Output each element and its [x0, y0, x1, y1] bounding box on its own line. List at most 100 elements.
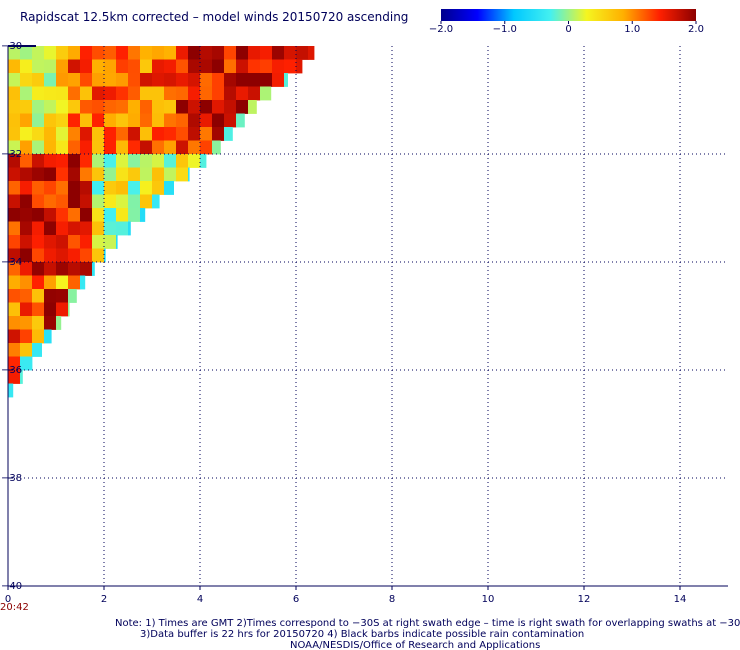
heatmap-cell	[176, 113, 189, 128]
heatmap-cell	[188, 167, 190, 182]
heatmap-cell	[68, 248, 81, 263]
heatmap-cell	[8, 127, 21, 141]
heatmap-cell	[188, 86, 201, 101]
heatmap-cell	[140, 100, 153, 114]
heatmap-cell	[32, 127, 45, 141]
heatmap-cell	[8, 262, 21, 276]
heatmap-cell	[152, 127, 165, 141]
heatmap-cell	[80, 208, 93, 222]
heatmap-cell	[104, 194, 117, 209]
heatmap-cell	[116, 73, 129, 87]
heatmap-cell	[8, 59, 21, 74]
x-tick-label: 4	[197, 594, 203, 605]
heatmap-cell	[176, 127, 189, 141]
heatmap-cell	[68, 181, 81, 195]
heatmap-cell	[92, 100, 105, 114]
axes: 0 2 4 6 8 10 12 14 −30 −32 −34 −36 −38 −40	[1, 41, 728, 605]
heatmap-cell	[80, 127, 93, 141]
heatmap-cell	[176, 86, 189, 101]
heatmap-cell	[68, 127, 81, 141]
heatmap-cell	[116, 235, 118, 249]
heatmap-cell	[164, 140, 177, 155]
heatmap-cell	[80, 46, 93, 60]
heatmap-cell	[104, 113, 117, 128]
heatmap-cell	[68, 262, 81, 276]
heatmap-cell	[44, 208, 57, 222]
heatmap-cell	[224, 127, 233, 141]
heatmap-cell	[20, 370, 23, 384]
heatmap-cell	[44, 329, 52, 344]
heatmap-cell	[104, 100, 117, 114]
colorbar-tick-label: −1.0	[493, 24, 517, 35]
heatmap-cell	[56, 181, 69, 195]
heatmap-cell	[32, 316, 45, 330]
heatmap-cell	[80, 86, 93, 101]
heatmap-cell	[92, 208, 105, 222]
heatmap-cell	[44, 59, 57, 74]
heatmap-cell	[128, 127, 141, 141]
heatmap-cell	[32, 46, 45, 60]
heatmap-cell	[140, 86, 153, 101]
heatmap-cell	[164, 127, 177, 141]
heatmap-cell	[212, 100, 225, 114]
heatmap-cell	[56, 59, 69, 74]
heatmap-cell	[8, 302, 21, 317]
heatmap-cell	[56, 167, 69, 182]
heatmap-cell	[44, 113, 57, 128]
heatmap-cell	[80, 167, 93, 182]
heatmap-cell	[200, 100, 213, 114]
heatmap-cell	[68, 208, 81, 222]
heatmap-cell	[68, 235, 81, 249]
heatmap-cell	[56, 100, 69, 114]
heatmap-cell	[44, 262, 57, 276]
heatmap-cell	[8, 194, 21, 209]
heatmap-cell	[176, 167, 189, 182]
heatmap-cell	[44, 194, 57, 209]
heatmap-cell	[56, 221, 69, 236]
heatmap-cell	[44, 140, 57, 155]
y-tick-label: −32	[1, 149, 22, 160]
heatmap-cell	[128, 73, 141, 87]
heatmap-cell	[128, 221, 131, 236]
heatmap-cell	[188, 113, 201, 128]
heatmap-cell	[32, 343, 42, 357]
heatmap-cell	[200, 154, 207, 168]
heatmap-cell	[236, 73, 249, 87]
heatmap-cell	[284, 59, 297, 74]
heatmap-cell	[56, 127, 69, 141]
heatmap-cell	[32, 221, 45, 236]
heatmap-cell	[44, 100, 57, 114]
heatmap-cell	[68, 302, 70, 317]
x-tick-label: 2	[101, 594, 107, 605]
heatmap-cell	[128, 167, 141, 182]
heatmap-cell	[116, 100, 129, 114]
heatmap-cell	[128, 194, 141, 209]
y-tick-label: −36	[1, 365, 22, 376]
heatmap-cell	[200, 86, 213, 101]
heatmap-cell	[176, 140, 189, 155]
heatmap-cell	[8, 46, 21, 60]
heatmap-cell	[92, 221, 105, 236]
heatmap-cell	[116, 194, 129, 209]
heatmap-cell	[140, 154, 153, 168]
time-label: 20:42	[0, 602, 29, 613]
heatmap-cell	[8, 275, 21, 290]
heatmap-cell	[164, 86, 177, 101]
heatmap-cell	[32, 59, 45, 74]
heatmap-cell	[272, 73, 285, 87]
heatmap-cell	[104, 181, 117, 195]
heatmap-cell	[68, 113, 81, 128]
heatmap-cell	[92, 248, 105, 263]
heatmap-cell	[152, 140, 165, 155]
heatmap-cell	[68, 275, 81, 290]
heatmap-cell	[56, 113, 69, 128]
heatmap-cell	[44, 181, 57, 195]
heatmap-cell	[140, 208, 146, 222]
heatmap-cell	[68, 100, 81, 114]
heatmap-cell	[32, 194, 45, 209]
heatmap-cell	[140, 113, 153, 128]
note-line-1: Note: 1) Times are GMT 2)Times correspon…	[115, 618, 740, 629]
heatmap-cell	[212, 127, 225, 141]
heatmap-cell	[128, 208, 141, 222]
heatmap-cell	[176, 59, 189, 74]
